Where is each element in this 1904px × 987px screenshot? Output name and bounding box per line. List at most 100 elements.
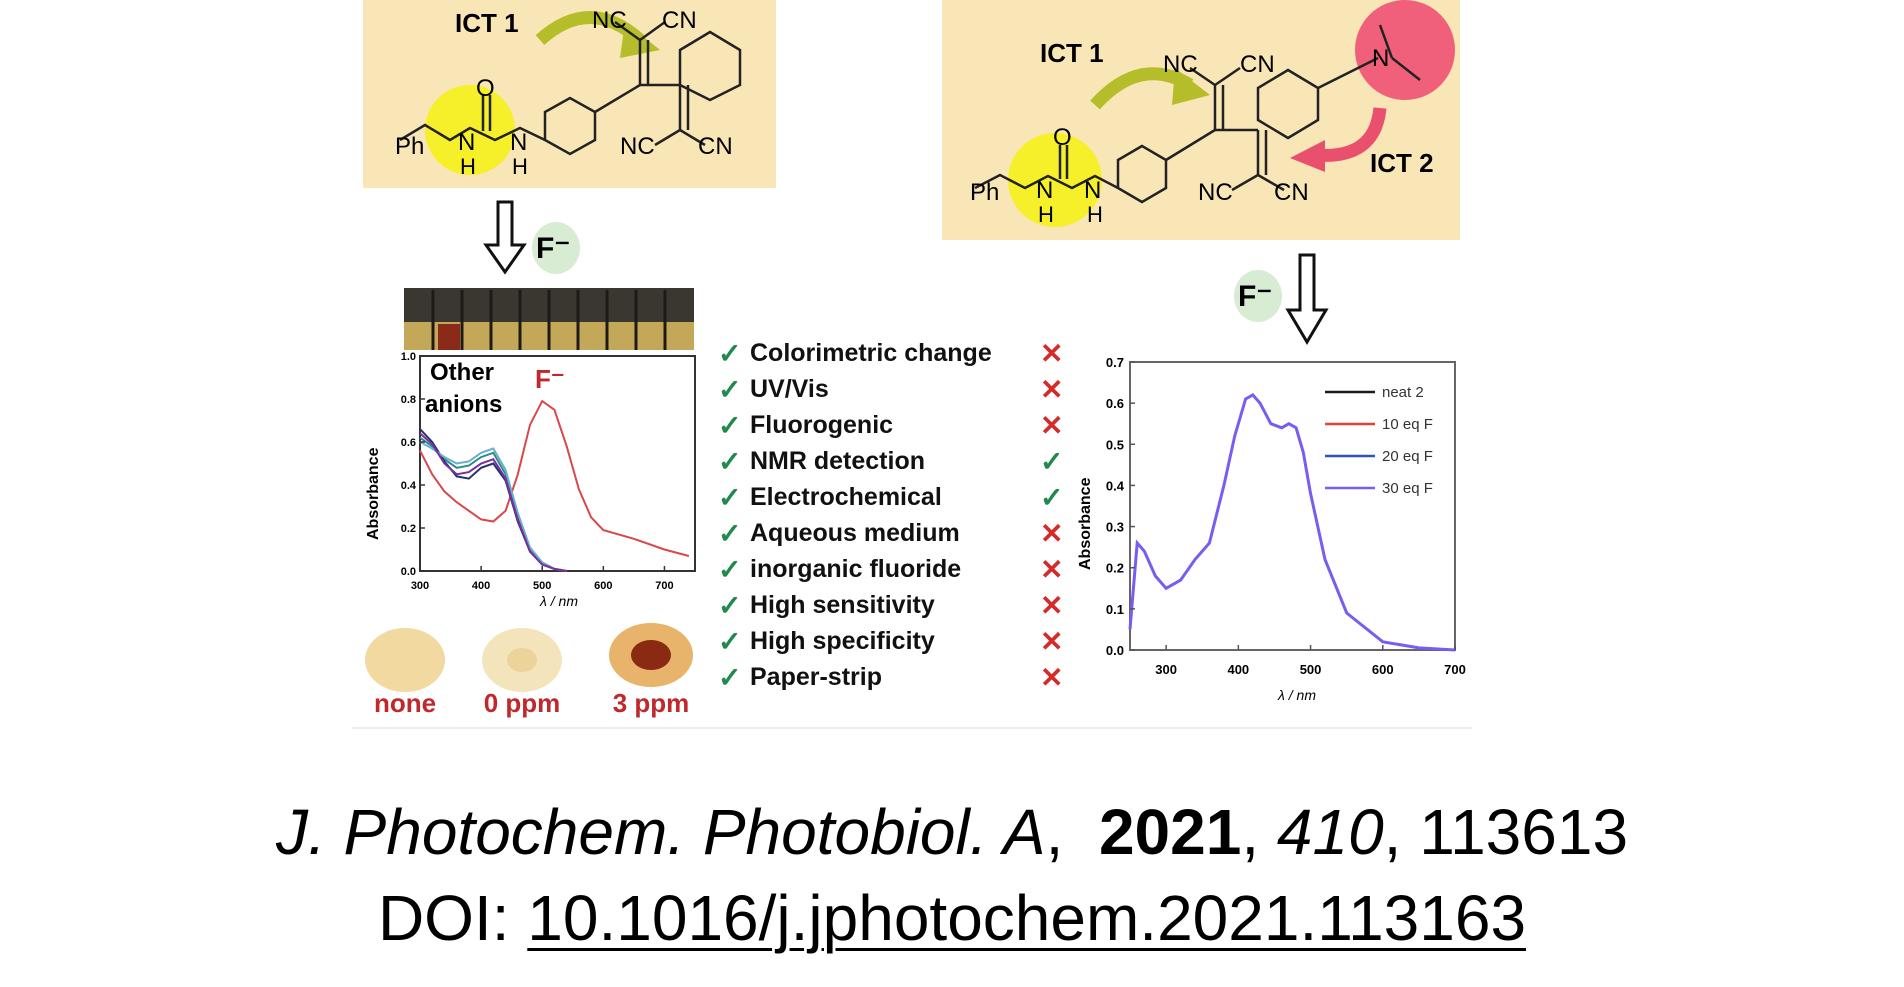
right-chart-series xyxy=(1128,392,1456,652)
citation-doi-line: DOI: 10.1016/j.jphotochem.2021.113163 xyxy=(0,881,1904,955)
left-atom-n1: N xyxy=(458,129,475,156)
left-chart-ytick-label: 0.8 xyxy=(401,394,416,406)
left-atom-cn-top: CN xyxy=(662,7,697,34)
right-chart-ytick-label: 0.1 xyxy=(1106,602,1124,617)
right-chart-xlabel: λ / nm xyxy=(1277,687,1316,703)
left-chart-series xyxy=(419,399,690,572)
feature-check-icon: ✓ xyxy=(718,410,741,441)
left-chart-xlabel: λ / nm xyxy=(539,593,578,609)
feature-check-icon: ✓ xyxy=(718,626,741,657)
left-chart-xtick-label: 600 xyxy=(594,580,612,592)
feature-cross-icon: ✕ xyxy=(1040,374,1063,405)
feature-name: inorganic fluoride xyxy=(750,555,961,583)
right-chart-ytick-label: 0.7 xyxy=(1106,355,1124,370)
left-chart-series-line xyxy=(419,441,567,572)
feature-check-icon: ✓ xyxy=(1040,482,1063,513)
feature-check-icon: ✓ xyxy=(718,374,741,405)
right-molecule-bonds xyxy=(974,24,1421,204)
right-structure-panel: ICT 1 ICT 2 N Ph O N N H H NC CN NC CN xyxy=(942,0,1460,240)
left-fluoride-addition: F⁻ xyxy=(483,200,580,275)
left-chart-ytick-label: 1.0 xyxy=(401,351,416,363)
right-chart-ytick-label: 0.4 xyxy=(1106,478,1125,493)
right-ict2-arrowhead xyxy=(1290,140,1325,172)
feature-name: High sensitivity xyxy=(750,591,935,619)
feature-cross-icon: ✕ xyxy=(1040,338,1063,369)
right-chart-ytick-label: 0.5 xyxy=(1106,437,1124,452)
paper-strip-none xyxy=(365,628,445,692)
feature-check-icon: ✓ xyxy=(718,662,741,693)
right-chart-ytick-label: 0.3 xyxy=(1106,520,1124,535)
right-fluoride-bubble xyxy=(1234,270,1282,322)
left-structure-panel: ICT 1 Ph O N N H H NC CN NC CN xyxy=(363,0,776,188)
vial-separators xyxy=(431,290,667,350)
left-chart-xtick-label: 400 xyxy=(472,580,490,592)
feature-comparison-list: ✓ Colorimetric change ✕ ✓ UV/Vis ✕ ✓ Fluorogeni… xyxy=(718,338,1063,693)
feature-check-icon: ✓ xyxy=(718,554,741,585)
left-chart-series-line xyxy=(419,399,690,557)
right-legend-label: 30 eq F xyxy=(1382,480,1433,497)
right-atom-ph: Ph xyxy=(970,179,999,206)
left-chart-xtick-label: 700 xyxy=(655,580,673,592)
paper-strips: none 0 ppm 3 ppm xyxy=(365,623,693,718)
feature-check-icon: ✓ xyxy=(1040,446,1063,477)
feature-cross-icon: ✕ xyxy=(1040,626,1063,657)
right-legend-label: 20 eq F xyxy=(1382,448,1433,465)
feature-check-icon: ✓ xyxy=(718,338,741,369)
left-atom-cn-bottom: CN xyxy=(698,133,733,160)
left-structure-background xyxy=(363,0,776,188)
left-chart-other-anions-2: anions xyxy=(425,391,502,418)
right-legend-label: neat 2 xyxy=(1382,384,1424,401)
left-uvvis-chart: 0.0 0.2 0.4 0.6 0.8 1.0 300 400 500 600 700 Other… xyxy=(365,351,696,609)
right-down-arrow xyxy=(1285,253,1329,345)
right-fluoride-addition: F⁻ xyxy=(1234,253,1329,345)
right-atom-cn-bottom: CN xyxy=(1274,179,1309,206)
paper-strip-3ppm-spot xyxy=(631,640,671,670)
right-atom-h2: H xyxy=(1087,202,1103,227)
left-atom-nc-top: NC xyxy=(592,7,627,34)
citation-separator-1: , xyxy=(1045,796,1082,868)
left-chart-xticks: 300 400 500 600 700 xyxy=(411,566,674,592)
left-ict-label: ICT 1 xyxy=(455,8,519,38)
left-molecule-bonds xyxy=(399,20,742,156)
feature-name: Fluorogenic xyxy=(750,411,893,439)
left-chart-ytick-label: 0.4 xyxy=(401,480,417,492)
citation-reference: J. Photochem. Photobiol. A, 2021, 410, 1… xyxy=(0,795,1904,869)
right-atom-nc-bottom: NC xyxy=(1198,179,1233,206)
right-chart-series-line xyxy=(1128,392,1456,652)
right-uvvis-chart: 0.0 0.1 0.2 0.3 0.4 0.5 0.6 0.7 300 400 500 600 700… xyxy=(1077,355,1466,703)
right-ict2-arrow xyxy=(1314,107,1387,162)
left-atom-h1: H xyxy=(460,154,476,179)
feature-cross-icon: ✕ xyxy=(1040,518,1063,549)
right-chart-ytick-label: 0.6 xyxy=(1106,396,1124,411)
right-chart-ytick-label: 0.2 xyxy=(1106,561,1124,576)
graphical-abstract: ICT 1 Ph O N N H H NC CN NC CN F⁻ xyxy=(352,0,1472,729)
feature-check-icon: ✓ xyxy=(718,482,741,513)
citation-separator-2: , xyxy=(1241,796,1277,868)
right-chart-xtick-label: 300 xyxy=(1155,662,1177,677)
feature-name: Aqueous medium xyxy=(750,519,960,547)
feature-cross-icon: ✕ xyxy=(1040,662,1063,693)
left-atom-o: O xyxy=(476,75,495,102)
right-ict2-label: ICT 2 xyxy=(1370,148,1434,178)
right-chart-ylabel: Absorbance xyxy=(1077,477,1094,570)
citation-article-number: 113613 xyxy=(1419,796,1629,868)
right-atom-cn-top: CN xyxy=(1240,51,1275,78)
feature-cross-icon: ✕ xyxy=(1040,410,1063,441)
feature-cross-icon: ✕ xyxy=(1040,590,1063,621)
vials-photo xyxy=(404,288,694,350)
left-atom-ph: Ph xyxy=(395,133,424,160)
left-chart-frame xyxy=(419,355,696,572)
right-ict1-label: ICT 1 xyxy=(1040,38,1104,68)
doi-link[interactable]: 10.1016/j.jphotochem.2021.113163 xyxy=(527,882,1527,954)
paper-strip-label-none: none xyxy=(374,688,436,718)
left-chart-ytick-label: 0.2 xyxy=(401,523,416,535)
right-chart-ytick-label: 0.0 xyxy=(1106,643,1124,658)
right-chart-xtick-label: 600 xyxy=(1372,662,1394,677)
paper-strip-label-0ppm: 0 ppm xyxy=(484,688,561,718)
feature-name: NMR detection xyxy=(750,447,925,475)
right-atom-n-amine: N xyxy=(1372,45,1389,72)
citation-year: 2021 xyxy=(1098,796,1242,868)
left-chart-fluoride-label: F⁻ xyxy=(535,364,565,394)
feature-name: UV/Vis xyxy=(750,375,829,403)
left-urea-highlight xyxy=(425,85,515,175)
